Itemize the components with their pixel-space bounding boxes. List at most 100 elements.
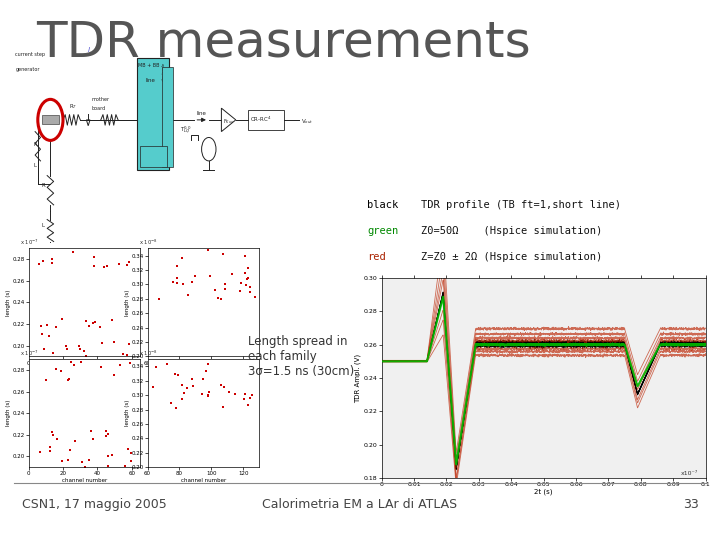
Text: red: red — [367, 252, 386, 262]
Point — [219, 280, 230, 288]
Text: electrode: electrode — [162, 61, 166, 80]
Point — [75, 357, 86, 366]
Point — [95, 362, 107, 371]
Point — [61, 345, 73, 353]
Point — [123, 340, 135, 348]
Y-axis label: length (s): length (s) — [6, 289, 11, 315]
Point — [89, 317, 101, 326]
Point — [168, 370, 180, 379]
Text: MB + BB: MB + BB — [138, 63, 159, 68]
Point — [170, 404, 181, 413]
Text: x 10$^{-8}$: x 10$^{-8}$ — [139, 349, 158, 358]
Text: Length spread in
each family
3σ=1.5 ns (30cm).: Length spread in each family 3σ=1.5 ns (… — [248, 335, 359, 378]
Point — [37, 256, 49, 265]
Point — [203, 359, 215, 368]
Point — [219, 382, 230, 391]
Point — [84, 456, 95, 464]
Point — [68, 361, 80, 369]
Point — [241, 275, 253, 284]
Point — [217, 249, 228, 258]
Point — [244, 288, 256, 296]
Text: mother: mother — [92, 97, 110, 102]
Point — [242, 274, 253, 282]
Point — [122, 445, 134, 454]
Point — [243, 264, 254, 273]
Point — [235, 279, 246, 288]
Text: Calorimetria EM a LAr di ATLAS: Calorimetria EM a LAr di ATLAS — [262, 498, 458, 511]
Point — [99, 262, 110, 271]
Point — [125, 457, 137, 465]
Text: L: L — [42, 223, 45, 228]
Point — [186, 375, 198, 383]
Point — [249, 292, 261, 301]
X-axis label: 2t (s): 2t (s) — [534, 489, 553, 495]
Point — [120, 461, 131, 470]
Point — [50, 364, 62, 373]
Point — [101, 431, 112, 440]
Text: black: black — [367, 200, 398, 210]
Point — [166, 399, 177, 407]
Point — [103, 462, 114, 471]
X-axis label: channel number: channel number — [62, 367, 107, 372]
Point — [56, 457, 68, 465]
Point — [240, 281, 252, 289]
Text: x10⁻⁷: x10⁻⁷ — [681, 471, 698, 476]
Point — [34, 448, 45, 456]
Text: x 10$^{-7}$: x 10$^{-7}$ — [20, 238, 39, 247]
Point — [181, 384, 193, 393]
Point — [186, 277, 198, 286]
Text: Z0=50Ω    (Hspice simulation): Z0=50Ω (Hspice simulation) — [421, 226, 603, 236]
Point — [35, 322, 46, 330]
Point — [176, 381, 187, 389]
Point — [80, 316, 91, 325]
Point — [48, 431, 59, 440]
Point — [212, 294, 224, 302]
Text: T$_{LQ}^{0.0}$: T$_{LQ}^{0.0}$ — [180, 125, 192, 136]
Point — [230, 390, 241, 399]
Point — [56, 315, 68, 323]
Text: V$_{out}$: V$_{out}$ — [301, 117, 313, 126]
Point — [171, 274, 183, 282]
Point — [197, 390, 208, 399]
Point — [244, 282, 256, 291]
Text: CSN1, 17 maggio 2005: CSN1, 17 maggio 2005 — [22, 498, 166, 511]
Point — [46, 427, 58, 436]
Point — [202, 390, 214, 399]
X-axis label: channel number: channel number — [62, 478, 107, 483]
Text: R: R — [42, 183, 45, 188]
Point — [106, 450, 117, 459]
Point — [88, 262, 99, 271]
Point — [100, 427, 112, 435]
Point — [78, 347, 90, 355]
Point — [122, 261, 133, 270]
Point — [239, 251, 251, 260]
Point — [73, 341, 85, 350]
Point — [117, 349, 129, 358]
Point — [46, 254, 58, 263]
Point — [114, 259, 125, 268]
Text: green: green — [367, 226, 398, 236]
FancyBboxPatch shape — [248, 110, 284, 130]
Point — [63, 374, 75, 383]
Text: 33: 33 — [683, 498, 698, 511]
Point — [63, 376, 74, 384]
Point — [215, 380, 227, 389]
Text: l: l — [87, 46, 89, 52]
Point — [108, 338, 120, 346]
Point — [101, 262, 112, 271]
Point — [94, 323, 106, 332]
Point — [217, 402, 228, 411]
Point — [202, 246, 214, 254]
Point — [89, 253, 100, 261]
Point — [102, 430, 114, 438]
Text: R: R — [33, 142, 37, 147]
Point — [148, 382, 159, 391]
Point — [125, 359, 136, 367]
Point — [40, 376, 52, 384]
X-axis label: channel number: channel number — [181, 478, 226, 483]
Point — [239, 269, 251, 278]
Point — [172, 370, 184, 379]
Text: Bias V$_y$  C: Bias V$_y$ C — [141, 159, 167, 169]
Point — [161, 360, 173, 368]
Point — [102, 452, 114, 461]
